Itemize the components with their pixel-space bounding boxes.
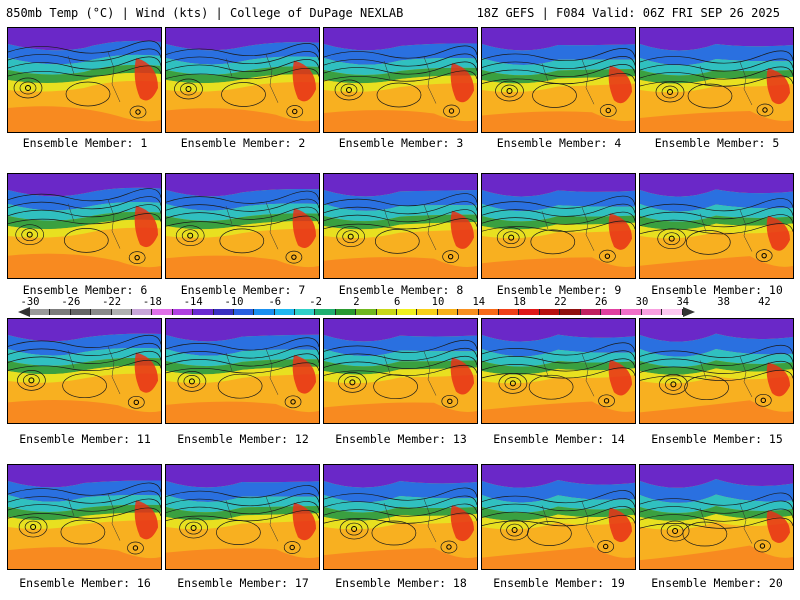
colorbar-swatch [213, 309, 234, 315]
colorbar-tick-label: 18 [513, 296, 526, 308]
colorbar-swatch [30, 309, 51, 315]
colorbar-swatch [621, 309, 642, 315]
colorbar-swatch [376, 309, 398, 315]
colorbar-tick-label: -30 [20, 296, 40, 308]
colorbar-swatch [172, 309, 194, 315]
colorbar-swatch [254, 309, 275, 315]
ensemble-member-map [481, 318, 636, 424]
colorbar-tick-label: -2 [309, 296, 322, 308]
colorbar-swatch [274, 309, 296, 315]
ensemble-member-map [7, 173, 162, 279]
colorbar-swatch [498, 309, 520, 315]
ensemble-member-label: Ensemble Member: 10 [651, 283, 783, 297]
ensemble-member-label: Ensemble Member: 6 [22, 283, 148, 297]
colorbar-swatch [91, 309, 112, 315]
ensemble-member-label: Ensemble Member: 12 [177, 432, 309, 446]
ensemble-member-map [639, 318, 794, 424]
colorbar-tick-label: -6 [268, 296, 282, 308]
run-valid-time: 18Z GEFS | F084 Valid: 06Z FRI SEP 26 20… [476, 6, 780, 20]
ensemble-member-label: Ensemble Member: 4 [496, 136, 622, 150]
ensemble-member-label: Ensemble Member: 15 [651, 432, 783, 446]
colorbar-tick-label: 38 [717, 296, 730, 308]
ensemble-member-map [323, 464, 478, 570]
colorbar-swatch [295, 309, 316, 315]
ensemble-member-map [165, 173, 320, 279]
colorbar-swatch [662, 309, 683, 315]
ensemble-member-map [165, 27, 320, 133]
colorbar-swatch [458, 309, 479, 315]
ensemble-member-label: Ensemble Member: 8 [338, 283, 464, 297]
header: 850mb Temp (°C) | Wind (kts) | College o… [0, 0, 800, 24]
ensemble-member-map [7, 464, 162, 570]
colorbar-tick-label: -18 [142, 296, 162, 308]
ensemble-member-map [7, 318, 162, 424]
colorbar-swatch [356, 309, 377, 315]
ensemble-member-map [165, 318, 320, 424]
ensemble-member-map [7, 27, 162, 133]
ensemble-member-label: Ensemble Member: 13 [335, 432, 467, 446]
ensemble-member-label: Ensemble Member: 7 [180, 283, 306, 297]
colorbar-tick-label: 2 [353, 296, 360, 308]
ensemble-member-label: Ensemble Member: 19 [493, 576, 625, 590]
ensemble-member-map [639, 464, 794, 570]
colorbar-swatch [600, 309, 622, 315]
colorbar-tick-label: -26 [61, 296, 81, 308]
colorbar-swatch [437, 309, 459, 315]
colorbar-tick-label: 6 [394, 296, 401, 308]
colorbar-strip [30, 309, 683, 315]
colorbar-tick-label: 30 [635, 296, 649, 308]
ensemble-member-label: Ensemble Member: 9 [496, 283, 622, 297]
ensemble-member-map [165, 464, 320, 570]
ensemble-member-label: Ensemble Member: 1 [22, 136, 148, 150]
ensemble-member-label: Ensemble Member: 17 [177, 576, 309, 590]
ensemble-member-map [639, 173, 794, 279]
colorbar-swatch [417, 309, 438, 315]
colorbar-tick-label: 10 [431, 296, 445, 308]
colorbar-swatch [315, 309, 336, 315]
ensemble-member-label: Ensemble Member: 14 [493, 432, 625, 446]
colorbar-tick-label: 22 [554, 296, 567, 308]
ensemble-member-map [323, 27, 478, 133]
ensemble-member-map [481, 173, 636, 279]
colorbar-swatch [111, 309, 132, 315]
ensemble-member-label: Ensemble Member: 5 [654, 136, 780, 150]
ensemble-member-map [481, 27, 636, 133]
colorbar-tick-label: 26 [594, 296, 608, 308]
colorbar-swatch [233, 309, 255, 315]
colorbar-swatch [641, 309, 663, 315]
colorbar-swatch [539, 309, 561, 315]
ensemble-member-map [639, 27, 794, 133]
colorbar-swatch [335, 309, 357, 315]
colorbar-tick-label: -10 [224, 296, 244, 308]
colorbar-swatch [193, 309, 214, 315]
ensemble-member-map [481, 464, 636, 570]
colorbar-right-arrow [683, 307, 695, 317]
colorbar-tick-label: 14 [472, 296, 486, 308]
colorbar-tick-label: -14 [183, 296, 203, 308]
ensemble-member-map [323, 173, 478, 279]
ensemble-member-map [323, 318, 478, 424]
ensemble-member-label: Ensemble Member: 11 [19, 432, 151, 446]
colorbar-swatch [131, 309, 153, 315]
colorbar-swatch [397, 309, 418, 315]
colorbar-swatch [70, 309, 92, 315]
colorbar-left-arrow [18, 307, 30, 317]
ensemble-member-label: Ensemble Member: 16 [19, 576, 151, 590]
map-title: 850mb Temp (°C) | Wind (kts) | College o… [6, 6, 404, 20]
colorbar-swatch [560, 309, 581, 315]
temperature-colorbar: -30 -26 -22 -18 -14 -10 -6 -2 2 6 10 14 18 22 26 30 34 38… [0, 296, 800, 318]
colorbar-swatch [478, 309, 499, 315]
ensemble-member-label: Ensemble Member: 18 [335, 576, 467, 590]
ensemble-member-label: Ensemble Member: 2 [180, 136, 306, 150]
ensemble-member-label: Ensemble Member: 3 [338, 136, 464, 150]
ensemble-member-label: Ensemble Member: 20 [651, 576, 783, 590]
colorbar-swatch [519, 309, 540, 315]
colorbar-swatch [152, 309, 173, 315]
colorbar-tick-label: -22 [102, 296, 122, 308]
colorbar-tick-label: 42 [758, 296, 771, 308]
colorbar-tick-label: 34 [676, 296, 690, 308]
colorbar-swatch [580, 309, 601, 315]
colorbar-swatch [50, 309, 71, 315]
